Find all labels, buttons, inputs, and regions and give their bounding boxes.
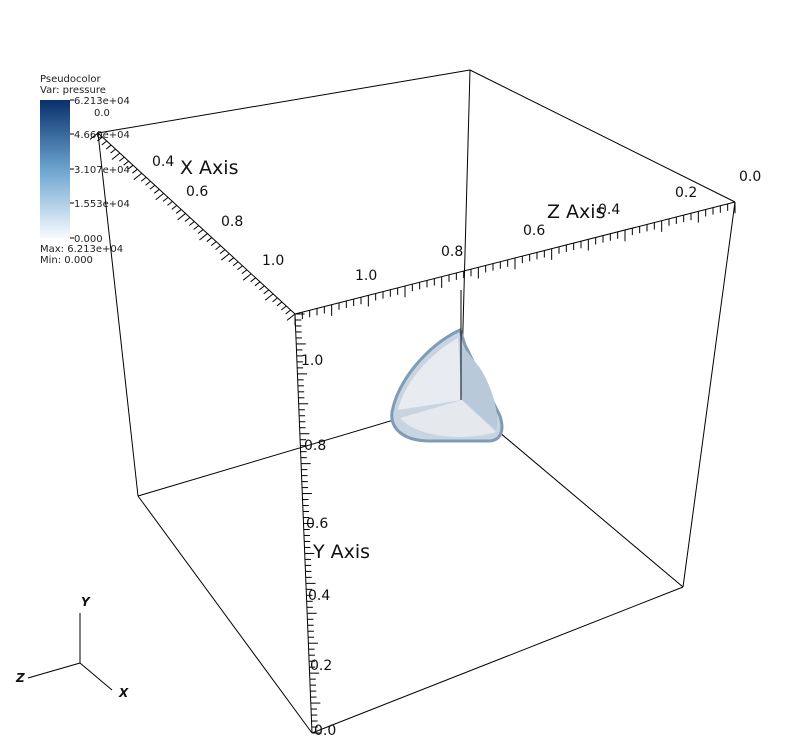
x-axis-tick [118, 156, 125, 162]
x-axis-tick [237, 265, 243, 271]
y-tick-label: 1.0 [301, 353, 323, 369]
legend-max: Max: 6.213e+04 [40, 244, 123, 255]
x-axis-tick [197, 229, 204, 234]
legend-min: Min: 0.000 [40, 255, 93, 266]
x-axis-tick [210, 241, 217, 246]
x-axis-tick [272, 297, 278, 303]
box-edge [97, 69, 471, 134]
x-axis-tick [89, 132, 99, 140]
box-edge [469, 69, 736, 203]
x-axis-tick [193, 225, 200, 230]
x-axis-tick [110, 148, 116, 154]
x-tick-label: 0.4 [152, 154, 174, 170]
triad-z-line [27, 662, 81, 679]
legend-tick-label: 1.553e+04 [74, 199, 130, 210]
surface-face-right [462, 345, 498, 430]
x-axis-tick [145, 180, 151, 186]
legend-ticks [70, 99, 74, 239]
x-axis-tick [228, 257, 235, 263]
box-edge [682, 201, 736, 588]
surface-face-bottom [400, 400, 496, 437]
legend-overlay-label: 0.0 [94, 108, 110, 119]
x-axis-tick [162, 196, 169, 202]
box-edge [97, 132, 139, 497]
z-tick-label: 0.4 [598, 202, 620, 218]
x-axis-tick [175, 209, 182, 214]
x-axis-tick [105, 144, 112, 150]
x-axis-tick [221, 253, 230, 261]
triad-y-label: Y [81, 595, 91, 609]
x-axis-tick [219, 249, 226, 255]
x-axis-tick [215, 245, 221, 251]
y-tick-label: 0.8 [304, 438, 326, 454]
x-axis-tick [167, 200, 173, 206]
y-tick-label: 0.6 [306, 516, 328, 532]
x-axis-tick [101, 140, 108, 146]
orientation-triad: Y Z X [15, 595, 129, 700]
legend-tick-label: 0.000 [74, 234, 103, 245]
x-axis-tick [133, 172, 143, 181]
y-tick-label: 0.2 [310, 658, 332, 674]
x-axis-tick [140, 176, 147, 182]
x-axis-tick [111, 152, 121, 160]
x-axis-tick [286, 313, 296, 321]
triad-x-line [79, 662, 113, 691]
x-axis-tick [153, 188, 160, 194]
z-tick-label: 1.0 [355, 268, 377, 284]
x-axis: X Axis 0.4 0.6 0.8 1.0 [152, 154, 284, 269]
box-edge [97, 132, 296, 315]
x-axis-tick [259, 285, 265, 291]
z-tick-label: 0.0 [739, 169, 761, 185]
x-axis-tick [184, 217, 191, 222]
x-axis-tick [206, 237, 213, 242]
y-tick-label: 0.4 [308, 588, 330, 604]
z-tick-label: 0.2 [675, 185, 697, 201]
surface-face-left [398, 338, 462, 410]
z-tick-label: 0.6 [523, 223, 545, 239]
box-edge [311, 586, 684, 734]
z-axis-title: Z Axis [547, 201, 605, 223]
box-edge [137, 495, 313, 734]
x-axis-tick [188, 221, 195, 226]
x-axis-tick [250, 277, 256, 283]
y-tick-label: 0.0 [314, 723, 336, 738]
x-axis-tick [264, 293, 274, 301]
legend-tick-label: 6.213e+04 [74, 96, 130, 107]
legend-colorbar [40, 100, 70, 238]
y-axis: Y Axis 0.0 0.2 0.4 0.6 0.8 1.0 [301, 353, 370, 738]
y-axis-title: Y Axis [312, 541, 370, 563]
color-legend: Pseudocolor Var: pressure 6.213e+04 0.0 … [40, 74, 130, 266]
x-axis-tick [241, 269, 248, 275]
x-axis-tick [132, 168, 138, 174]
x-axis-title: X Axis [180, 157, 238, 179]
x-axis-tick [254, 281, 261, 287]
x-axis-tick [263, 289, 270, 295]
z-axis: Z Axis 0.0 0.2 0.4 0.6 0.8 1.0 [355, 169, 761, 284]
legend-tick-label: 4.660e+04 [74, 130, 130, 141]
x-axis-tick [232, 261, 239, 267]
x-tick-label: 1.0 [262, 253, 284, 269]
z-tick-label: 0.8 [441, 244, 463, 260]
x-axis-tick [276, 301, 283, 307]
x-axis-tick [242, 273, 252, 281]
x-axis-tick [285, 309, 291, 315]
triad-z-label: Z [15, 671, 25, 685]
x-axis-tick [155, 192, 164, 201]
x-axis-tick [127, 164, 134, 170]
triad-x-label: X [118, 686, 129, 700]
axis-ticks [89, 132, 736, 734]
x-axis-tick [97, 136, 103, 142]
x-tick-label: 0.6 [186, 184, 208, 200]
x-axis-tick [123, 160, 129, 166]
x-axis-tick [199, 233, 208, 241]
legend-variable: Var: pressure [40, 85, 106, 96]
x-axis-tick [280, 305, 287, 311]
x-tick-label: 0.8 [221, 214, 243, 230]
x-axis-tick [149, 184, 156, 190]
x-axis-tick [171, 205, 178, 210]
x-axis-tick [177, 213, 186, 221]
pressure-surface [390, 327, 504, 443]
legend-plot-type: Pseudocolor [40, 74, 102, 85]
